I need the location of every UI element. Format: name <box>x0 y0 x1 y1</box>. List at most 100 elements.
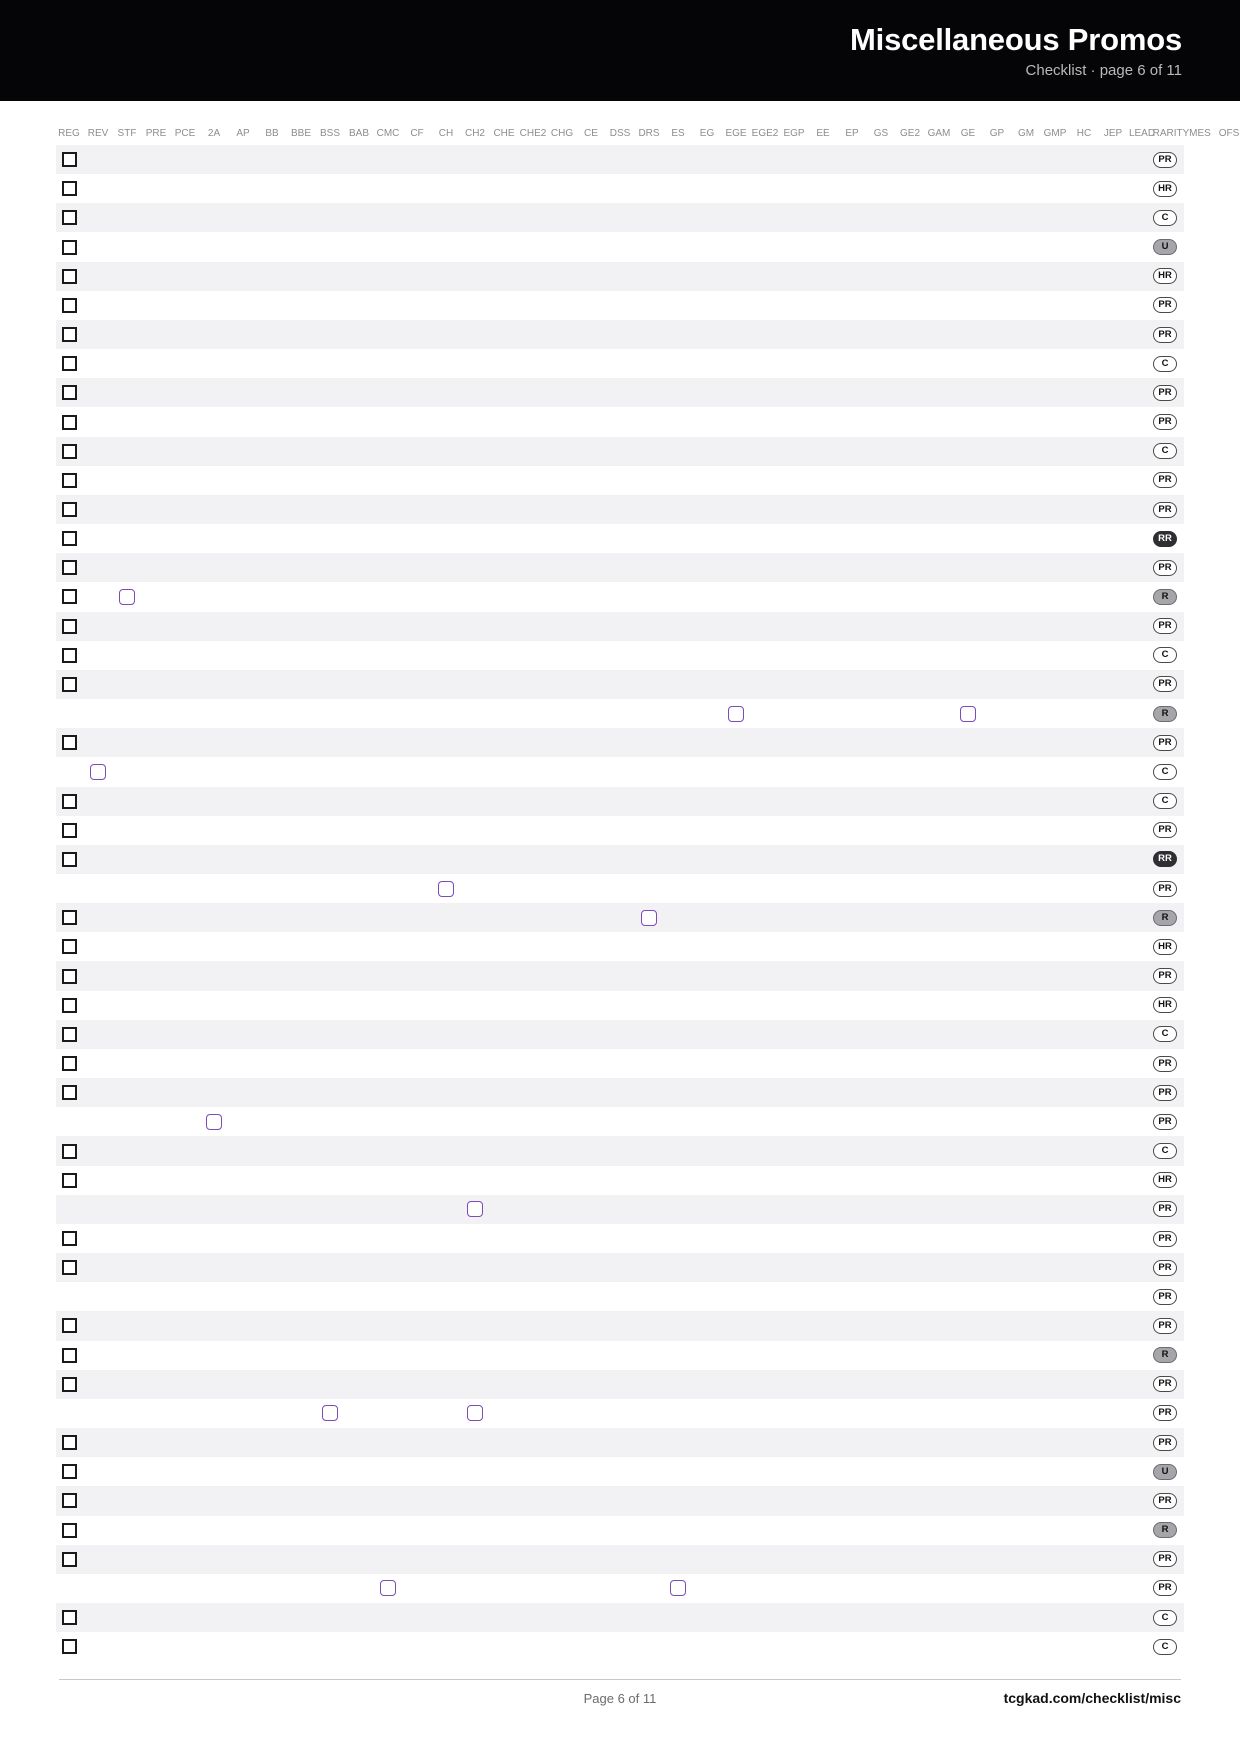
column-header-dss: DSS <box>609 128 631 139</box>
table-row <box>56 1486 1184 1516</box>
regular-checkbox[interactable] <box>61 1435 77 1451</box>
variant-checkbox-bss[interactable] <box>322 1405 338 1422</box>
rarity-badge: PR <box>1153 1113 1177 1130</box>
variant-checkbox-ge[interactable] <box>960 705 976 722</box>
regular-checkbox[interactable] <box>61 676 77 692</box>
variant-checkbox-es[interactable] <box>670 1580 686 1597</box>
regular-checkbox[interactable] <box>61 268 77 284</box>
regular-checkbox[interactable] <box>61 356 77 372</box>
regular-checkbox[interactable] <box>61 1085 77 1101</box>
regular-checkbox[interactable] <box>61 531 77 547</box>
column-header-ge: GE <box>960 128 976 139</box>
column-header-stf: STF <box>117 128 137 139</box>
regular-checkbox[interactable] <box>61 443 77 459</box>
column-header-bss: BSS <box>319 128 341 139</box>
rarity-badge: R <box>1153 705 1177 722</box>
regular-checkbox[interactable] <box>61 1522 77 1538</box>
variant-checkbox-2a[interactable] <box>206 1113 222 1130</box>
regular-checkbox[interactable] <box>61 822 77 838</box>
regular-checkbox[interactable] <box>61 1639 77 1655</box>
rarity-badge: PR <box>1153 1376 1177 1393</box>
column-header-rev: REV <box>87 128 109 139</box>
regular-checkbox[interactable] <box>61 152 77 168</box>
regular-checkbox[interactable] <box>61 1493 77 1509</box>
rarity-badge: C <box>1153 1609 1177 1626</box>
variant-checkbox-ege[interactable] <box>728 705 744 722</box>
rarity-badge: C <box>1153 647 1177 664</box>
page-title: Miscellaneous Promos <box>850 22 1182 57</box>
regular-checkbox[interactable] <box>61 1026 77 1042</box>
column-header-cmc: CMC <box>376 128 400 139</box>
table-row <box>56 1019 1184 1049</box>
column-header-ofs: OFS <box>1218 128 1240 139</box>
regular-checkbox[interactable] <box>61 502 77 517</box>
regular-checkbox[interactable] <box>61 239 77 255</box>
regular-checkbox[interactable] <box>61 1172 77 1188</box>
rarity-badge: HR <box>1153 180 1177 197</box>
regular-checkbox[interactable] <box>61 851 77 867</box>
regular-checkbox[interactable] <box>61 1610 77 1626</box>
table-row <box>56 1516 1184 1545</box>
regular-checkbox[interactable] <box>61 1347 77 1363</box>
table-row <box>56 1399 1184 1428</box>
rarity-badge: C <box>1153 209 1177 226</box>
table-row <box>56 291 1184 320</box>
regular-checkbox[interactable] <box>61 1318 77 1334</box>
regular-checkbox[interactable] <box>61 385 77 401</box>
regular-checkbox[interactable] <box>61 210 77 226</box>
variant-checkbox-rev[interactable] <box>90 763 106 780</box>
rarity-badge: HR <box>1153 268 1177 285</box>
variant-checkbox-stf[interactable] <box>119 588 135 605</box>
regular-checkbox[interactable] <box>61 1056 77 1072</box>
rarity-badge: PR <box>1153 880 1177 897</box>
column-header-drs: DRS <box>638 128 660 139</box>
rarity-badge: PR <box>1153 501 1177 518</box>
column-header-gs: GS <box>873 128 889 139</box>
column-header-hc: HC <box>1076 128 1092 139</box>
regular-checkbox[interactable] <box>61 181 77 197</box>
regular-checkbox[interactable] <box>61 560 77 576</box>
regular-checkbox[interactable] <box>61 1551 77 1567</box>
variant-checkbox-ch2[interactable] <box>467 1405 483 1422</box>
table-row <box>56 436 1184 466</box>
rarity-badge: HR <box>1153 938 1177 955</box>
footer-url: tcgkad.com/checklist/misc <box>1003 1690 1181 1706</box>
variant-checkbox-ch2[interactable] <box>467 1201 483 1218</box>
regular-checkbox[interactable] <box>61 1260 77 1276</box>
regular-checkbox[interactable] <box>61 1231 77 1246</box>
regular-checkbox[interactable] <box>61 997 77 1013</box>
rarity-badge: PR <box>1153 1259 1177 1276</box>
regular-checkbox[interactable] <box>61 939 77 955</box>
regular-checkbox[interactable] <box>61 589 77 605</box>
table-row <box>56 611 1184 641</box>
regular-checkbox[interactable] <box>61 327 77 343</box>
regular-checkbox[interactable] <box>61 618 77 634</box>
rarity-badge: PR <box>1153 1230 1177 1247</box>
regular-checkbox[interactable] <box>61 1143 77 1159</box>
regular-checkbox[interactable] <box>61 793 77 809</box>
rarity-badge: PR <box>1153 1084 1177 1101</box>
rarity-badge: PR <box>1153 559 1177 576</box>
regular-checkbox[interactable] <box>61 968 77 984</box>
variant-checkbox-cmc[interactable] <box>380 1580 396 1597</box>
column-header-reg: REG <box>58 128 80 139</box>
column-header-ege2: EGE2 <box>751 128 779 139</box>
variant-checkbox-drs[interactable] <box>641 909 657 926</box>
rarity-badge: U <box>1153 1463 1177 1480</box>
page-header: Miscellaneous Promos Checklist · page 6 … <box>0 0 1240 101</box>
variant-checkbox-ch[interactable] <box>438 880 454 897</box>
table-row <box>56 1253 1184 1283</box>
regular-checkbox[interactable] <box>61 647 77 663</box>
column-header-ge2: GE2 <box>899 128 921 139</box>
column-header-bab: BAB <box>348 128 370 139</box>
table-row <box>56 903 1184 933</box>
regular-checkbox[interactable] <box>61 735 77 751</box>
rarity-badge: C <box>1153 793 1177 810</box>
regular-checkbox[interactable] <box>61 1376 77 1392</box>
regular-checkbox[interactable] <box>61 910 77 926</box>
regular-checkbox[interactable] <box>61 297 77 313</box>
regular-checkbox[interactable] <box>61 414 77 430</box>
regular-checkbox[interactable] <box>61 1464 77 1480</box>
regular-checkbox[interactable] <box>61 472 77 488</box>
